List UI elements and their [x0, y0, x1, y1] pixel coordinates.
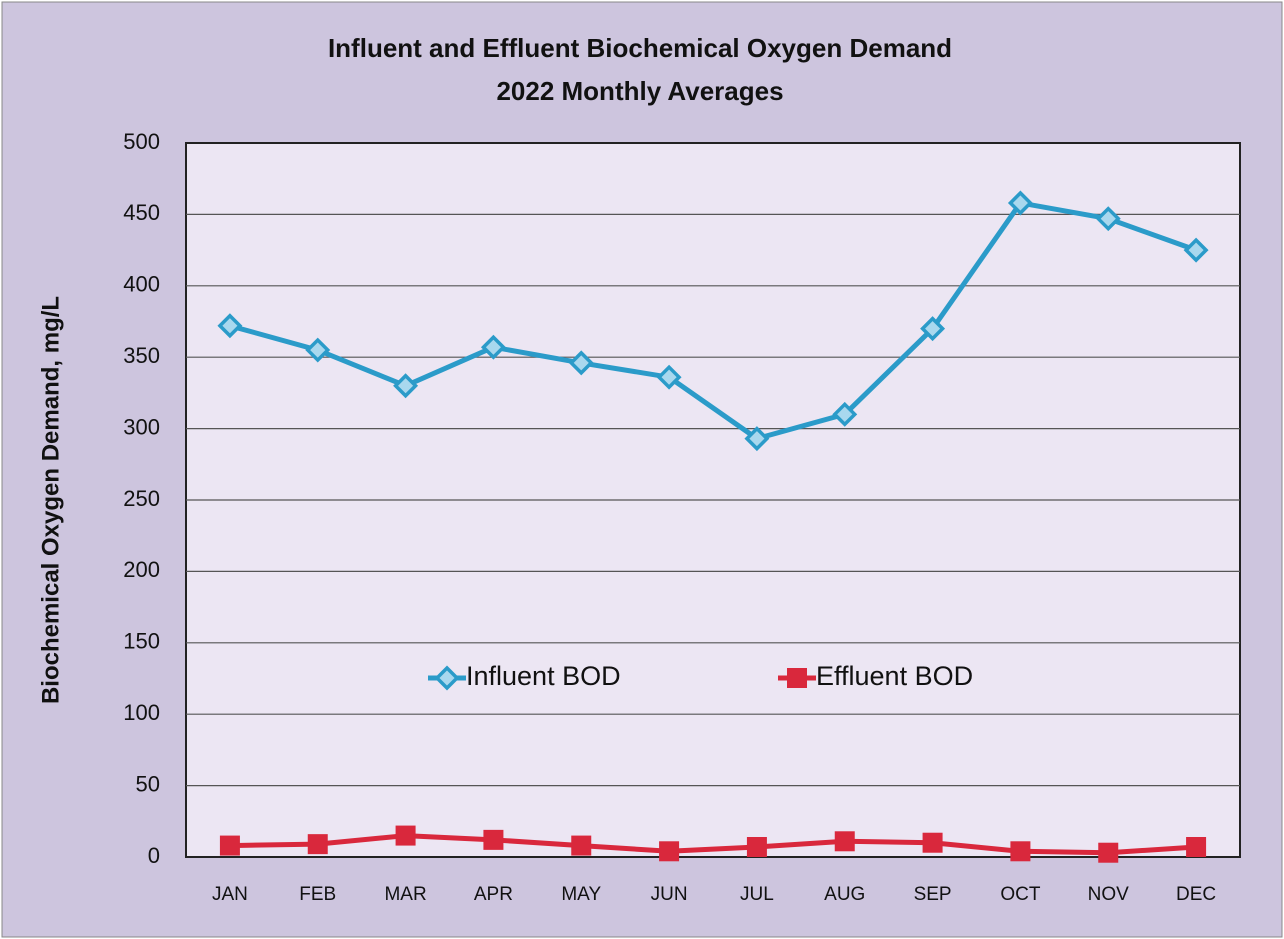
data-point — [922, 832, 943, 853]
data-point — [832, 401, 858, 427]
data-point — [746, 837, 767, 858]
data-point — [1186, 837, 1207, 858]
data-point — [217, 313, 243, 339]
y-tick-label: 450 — [123, 200, 160, 225]
data-point — [305, 337, 331, 363]
data-point — [834, 831, 855, 852]
x-tick-label: OCT — [1000, 884, 1041, 905]
x-tick-label: JUL — [740, 884, 774, 905]
y-tick-label: 50 — [136, 771, 160, 796]
legend-label: Effluent BOD — [816, 661, 973, 691]
data-point — [920, 316, 946, 342]
data-point — [480, 334, 506, 360]
y-tick-label: 0 — [148, 843, 160, 868]
data-point — [656, 364, 682, 390]
data-point — [393, 373, 419, 399]
legend-label: Influent BOD — [466, 661, 621, 691]
x-tick-label: MAY — [561, 884, 601, 905]
chart-subtitle: 2022 Monthly Averages — [496, 76, 783, 106]
chart-title: Influent and Effluent Biochemical Oxygen… — [328, 33, 952, 63]
data-point — [307, 834, 328, 855]
x-tick-label: MAR — [384, 884, 426, 905]
data-point — [659, 841, 680, 862]
data-point — [1183, 237, 1209, 263]
data-point — [1007, 190, 1033, 216]
y-tick-label: 150 — [123, 629, 160, 654]
legend-marker — [434, 665, 460, 691]
y-axis-title: Biochemical Oxygen Demand, mg/L — [37, 296, 64, 704]
x-tick-label: SEP — [914, 884, 952, 905]
y-tick-label: 300 — [123, 414, 160, 439]
data-point — [219, 835, 240, 856]
x-tick-label: AUG — [824, 884, 865, 905]
y-tick-label: 200 — [123, 557, 160, 582]
y-tick-label: 250 — [123, 486, 160, 511]
data-point — [1095, 206, 1121, 232]
data-point — [1010, 841, 1031, 862]
y-tick-label: 350 — [123, 343, 160, 368]
series-line — [229, 833, 1197, 856]
y-tick-label: 400 — [123, 272, 160, 297]
data-point — [568, 350, 594, 376]
x-tick-label: APR — [474, 884, 513, 905]
x-tick-label: NOV — [1088, 884, 1130, 905]
data-point — [1098, 842, 1119, 863]
data-point — [571, 835, 592, 856]
series-line — [229, 200, 1197, 442]
y-tick-label: 100 — [123, 700, 160, 725]
x-tick-label: DEC — [1176, 884, 1216, 905]
data-point — [483, 829, 504, 850]
x-tick-label: JAN — [212, 884, 248, 905]
data-point — [395, 825, 416, 846]
data-point — [744, 426, 770, 452]
x-tick-label: FEB — [299, 884, 336, 905]
legend-marker — [787, 668, 807, 688]
y-tick-label: 500 — [123, 129, 160, 154]
x-tick-label: JUN — [651, 884, 688, 905]
